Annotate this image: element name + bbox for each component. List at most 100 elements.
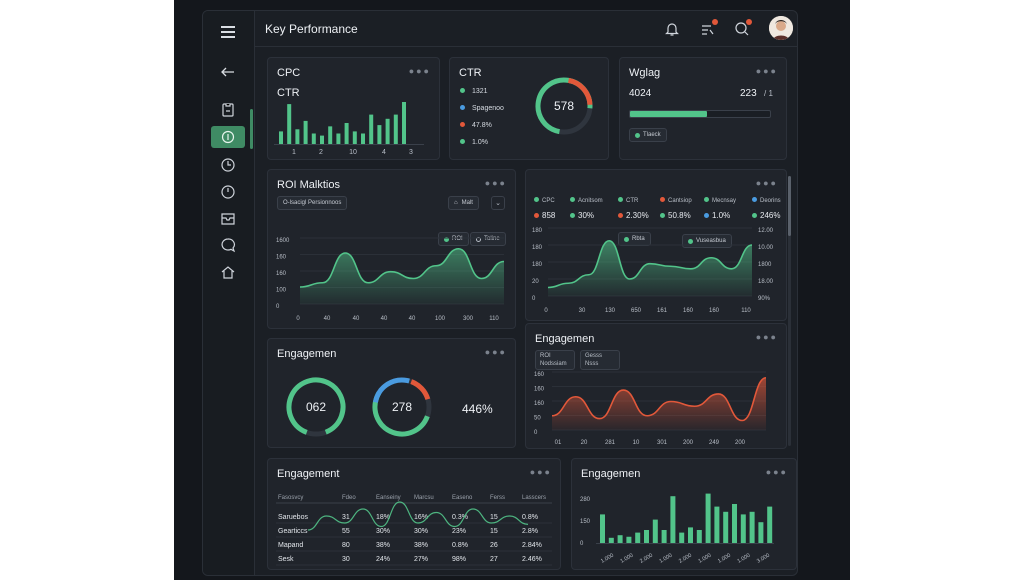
roi-legend-toline: Toline [470,232,506,246]
red-x-label: 01 [555,440,562,446]
table-cell: 27% [414,556,428,563]
wglag-progress-fill [630,111,707,117]
roi-card: ROI Malktios ●●● O-lsacigl Persionnoos ⌂… [267,169,516,329]
engagement-tab-gesss-line2: Nsss [585,361,599,367]
table-cell: Mapand [278,542,303,549]
table-cell: 38% [376,542,390,549]
vertical-scrollbar[interactable] [788,176,791,446]
table-cell: 2.46% [522,556,542,563]
table-header-cell: Lasscers [522,495,546,501]
more-options-icon[interactable]: ●●● [484,347,507,357]
eng-bars-x-label: 1.000 [737,553,752,565]
table-cell: Saruebos [278,514,308,521]
chevron-down-icon[interactable]: ⌄ [491,196,505,210]
roi-select[interactable]: ⌂ Malt [448,196,479,210]
legend-dot-icon [570,197,575,202]
legend-dot-icon [460,88,465,93]
inbox-icon[interactable] [211,208,245,230]
eng-bars-y-label: 280 [580,497,591,503]
more-options-icon[interactable]: ●●● [755,332,778,342]
dollar-icon[interactable] [211,126,245,148]
table-cell: 30% [376,528,390,535]
multi-x-label: 160 [709,308,720,314]
more-options-icon[interactable]: ●●● [408,66,431,76]
more-options-icon[interactable]: ●●● [755,178,778,188]
eng-bar [705,493,711,543]
table-header-cell: Fdeo [342,495,356,501]
roi-area-chart: 1600 160 160 100 0 0 40 40 40 40 100 300 110 [276,237,505,322]
avatar[interactable] [769,16,793,40]
table-cell: 0.8% [452,542,468,549]
bell-icon[interactable] [663,20,681,38]
engagement-table: Fasosvcy Fdeo Eanseiny Marcsu Easeno Ferss Las… [276,495,552,566]
clock-icon[interactable] [211,154,245,176]
legend-dot-icon [534,197,539,202]
more-options-icon[interactable]: ●●● [529,467,552,477]
roi-x-label: 100 [435,316,446,322]
ctr-legend-item: 1321 [460,88,488,95]
eng-bar [767,506,773,543]
cpc-card: CPC CTR ●●● 1 2 10 4 3 [267,57,440,160]
value-dot-icon [704,213,709,218]
legend-dot-icon [460,105,465,110]
ctr-legend-item: Spagenoo [460,105,504,112]
eng-bar [626,536,632,543]
eng-bars-y-label: 0 [580,541,584,547]
cpc-bar [344,123,349,144]
eng-bar [644,530,649,543]
red-area [552,377,766,430]
back-arrow-icon[interactable] [211,61,245,83]
ctr-legend-label: Spagenoo [472,105,504,112]
engagement-red-card: Engagemen ●●● ROI Nodssiam Gesss Nsss 16… [525,323,787,449]
red-x-label: 200 [735,440,746,446]
multi-value-label: 2.30% [626,211,649,220]
page-title: Key Performance [265,22,358,36]
more-options-icon[interactable]: ●●● [755,66,778,76]
cpc-bar [377,125,382,144]
engagement-gauge-1: 062 [286,377,346,437]
engagement-tab-roi[interactable]: ROI Nodssiam [535,350,575,370]
multi-x-label: 161 [657,308,668,314]
eng-bar [696,530,702,543]
clipboard-icon[interactable] [211,99,245,121]
table-cell: 16% [414,514,428,521]
multi-value-label: 50.8% [668,211,691,220]
home-icon[interactable] [211,261,245,283]
roi-filter-pill[interactable]: O-lsacigl Persionnoos [277,196,348,210]
multi-y-left-label: 20 [532,279,539,285]
eng-bars-x-label: 1.000 [600,553,615,565]
multi-value-item: 246% [752,211,780,220]
ctr-legend-item: 1.0% [460,139,488,146]
cpc-bar [361,133,365,144]
red-x-label: 10 [633,440,640,446]
multi-value-item: 858 [534,211,555,220]
user-search-icon[interactable] [733,19,752,38]
table-cell: 15 [490,528,498,535]
cpc-bar [295,129,300,144]
more-options-icon[interactable]: ●●● [765,467,788,477]
ctr-gauge: 578 [535,77,593,135]
cpc-bar [311,133,316,144]
red-x-label: 20 [581,440,588,446]
cpc-bar [336,133,341,144]
cpc-bar-chart: 1 2 10 4 3 [274,102,424,156]
menu-icon[interactable] [211,21,245,43]
ctr-gauge-value: 578 [554,99,574,113]
multi-value-item: 1.0% [704,211,730,220]
roi-legend-roi-label: ROI [452,236,463,242]
more-options-icon[interactable]: ●●● [484,178,507,188]
legend-dot-icon [752,197,757,202]
eng-bar [679,532,685,543]
chat-icon[interactable] [211,234,245,256]
roi-y-label: 160 [276,271,287,277]
notification-icon[interactable] [699,19,718,38]
scrollbar-thumb[interactable] [788,176,791,236]
wglag-pill[interactable]: Tlaeck [629,128,667,142]
clock-outline-icon[interactable] [211,181,245,203]
cpc-x-label: 10 [349,149,357,156]
multi-legend-item: Cantsiop [660,197,692,204]
eng-bar [600,514,605,543]
user-badge [746,19,752,25]
engagement-tab-gesss[interactable]: Gesss Nsss [580,350,620,370]
red-x-label: 281 [605,440,616,446]
